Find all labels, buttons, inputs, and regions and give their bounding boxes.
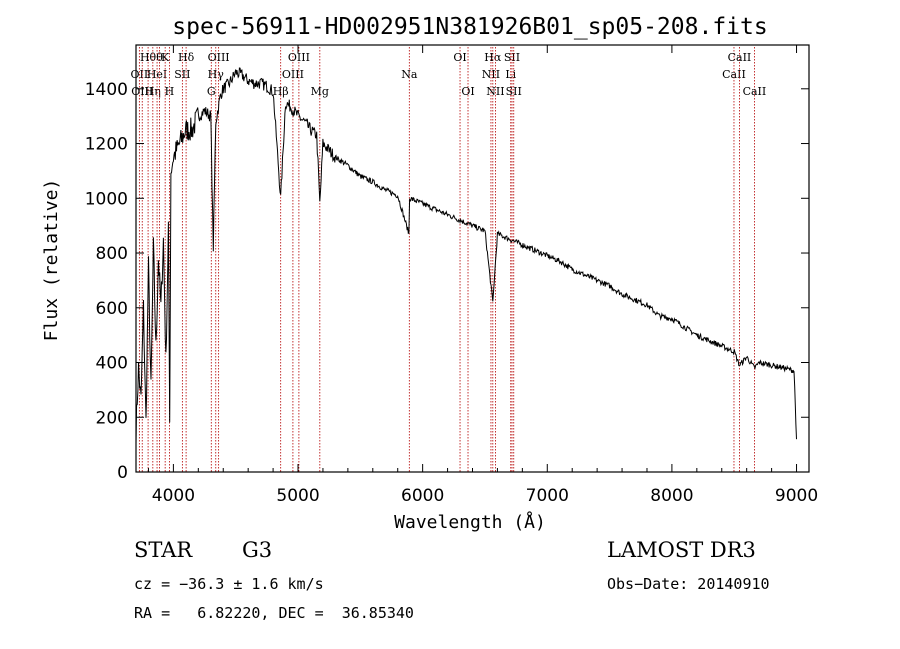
line-label-3: Hη	[145, 85, 161, 98]
y-axis-ticks: 0 200 400 600 800 1000 1200 1400	[85, 80, 809, 483]
object-subclass: G3	[242, 538, 273, 562]
line-label-16: Mg	[311, 85, 329, 98]
line-label-28: CaII	[743, 85, 767, 98]
spectrum-series	[135, 67, 797, 444]
chart-title: spec-56911-HD002951N381926B01_sp05-208.f…	[172, 14, 767, 40]
line-label-15: OIII	[288, 51, 310, 64]
line-label-4: HeI	[147, 68, 167, 81]
redshift-velocity: cz = −36.3 ± 1.6 km/s	[134, 575, 324, 593]
plot-frame	[135, 44, 810, 473]
x-tick-label-2: 6000	[401, 486, 444, 506]
coordinates: RA = 6.82220, DEC = 36.85340	[134, 604, 414, 622]
line-label-1: OIII	[131, 85, 153, 98]
x-tick-label-4: 8000	[650, 486, 693, 506]
y-tick-label-0: 0	[117, 463, 128, 483]
line-label-24: SII	[504, 51, 520, 64]
y-tick-label-3: 600	[96, 299, 128, 319]
line-label-8: SII	[174, 68, 190, 81]
line-label-23: Li	[505, 68, 516, 81]
line-label-21: Hα	[484, 51, 502, 64]
y-tick-label-2: 400	[96, 354, 128, 374]
x-tick-label-1: 5000	[276, 486, 319, 506]
line-label-26: CaII	[722, 68, 746, 81]
line-label-13: Hβ	[273, 85, 289, 98]
y-tick-label-7: 1400	[85, 80, 128, 100]
line-label-9: Hδ	[178, 51, 195, 64]
y-tick-label-4: 800	[96, 244, 128, 264]
spectral-line-markers: OII OIII Hθ Hη HeI θK H SII Hδ G Hγ OIII Hβ OIII OIII M…	[131, 47, 767, 472]
x-tick-label-3: 7000	[526, 486, 569, 506]
line-label-18: OI	[453, 51, 466, 64]
line-label-14: OIII	[282, 68, 304, 81]
x-tick-label-0: 4000	[152, 486, 195, 506]
line-label-22: NII	[486, 85, 504, 98]
line-label-5: θ	[156, 51, 163, 64]
x-tick-label-5: 9000	[775, 486, 818, 506]
y-axis-label: Flux (relative)	[41, 179, 62, 342]
line-label-0: OII	[131, 68, 149, 81]
y-tick-label-1: 200	[96, 408, 128, 428]
line-label-10: G	[207, 85, 216, 98]
line-label-20: NII	[482, 68, 500, 81]
line-label-7: H	[165, 85, 175, 98]
y-tick-label-5: 1000	[85, 189, 128, 209]
x-axis-label: Wavelength (Å)	[394, 511, 546, 533]
x-axis-ticks: 4000 5000 6000 7000 8000 9000	[147, 45, 818, 506]
line-label-17: Na	[401, 68, 418, 81]
survey-name: LAMOST DR3	[607, 538, 756, 562]
spectrum-line	[135, 67, 797, 444]
observation-date: Obs−Date: 20140910	[607, 575, 770, 593]
y-tick-label-6: 1200	[85, 135, 128, 155]
line-label-2: Hθ	[140, 51, 157, 64]
line-label-11: Hγ	[208, 68, 225, 81]
line-label-27: CaII	[728, 51, 752, 64]
object-class: STAR	[134, 538, 193, 562]
line-label-19: OI	[461, 85, 474, 98]
line-label-25: SII	[506, 85, 522, 98]
line-label-6: K	[161, 51, 170, 64]
line-label-12: OIII	[208, 51, 230, 64]
